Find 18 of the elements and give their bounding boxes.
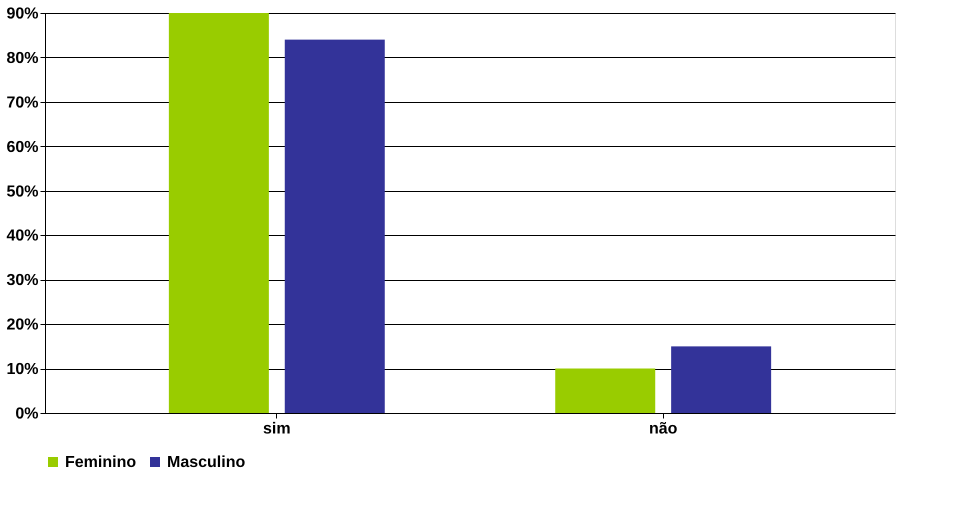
bar (284, 40, 385, 413)
y-tick-label: 60% (6, 138, 38, 156)
bar (168, 13, 269, 413)
y-tick-label: 90% (6, 6, 38, 22)
x-tick-label: não (648, 420, 678, 438)
legend-label: Feminino (65, 454, 136, 471)
y-tick-label: 0% (15, 406, 38, 422)
x-tick-label: sim (263, 420, 291, 438)
legend-label: Masculino (167, 454, 246, 471)
y-tick-label: 80% (6, 50, 38, 67)
y-tick-label: 40% (6, 228, 38, 245)
bar (671, 346, 772, 413)
y-tick-label: 50% (6, 183, 38, 200)
bar (555, 368, 656, 413)
y-tick-label: 30% (6, 272, 38, 290)
y-tick-label: 70% (6, 94, 38, 112)
y-tick-label: 20% (6, 316, 38, 334)
y-tick-label: 10% (6, 361, 38, 378)
